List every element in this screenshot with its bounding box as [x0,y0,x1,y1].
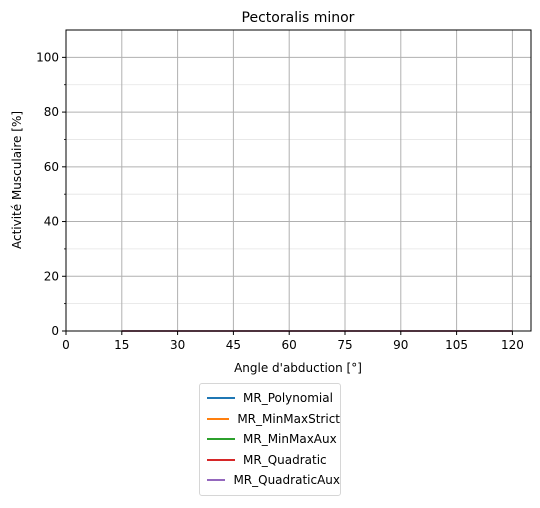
y-tick-label: 60 [44,160,59,174]
legend-swatch [207,479,226,482]
x-tick-label: 30 [170,338,185,352]
legend-label: MR_MinMaxAux [243,432,337,447]
chart-title: Pectoralis minor [242,10,355,26]
x-axis-label: Angle d'abduction [°] [234,361,362,375]
legend-swatch [207,397,235,400]
x-tick-label: 60 [282,338,297,352]
legend-label: MR_QuadraticAux [233,473,340,488]
x-tick-label: 0 [62,338,70,352]
y-axis-ticks: 0 20 40 60 80 100 [36,50,66,338]
y-tick-label: 20 [44,269,59,283]
x-axis-ticks: 0 15 30 45 60 75 90 105 120 [62,331,524,352]
legend-item: MR_Polynomial [207,388,340,409]
x-tick-label: 120 [501,338,524,352]
x-tick-label: 90 [393,338,408,352]
legend: MR_Polynomial MR_MinMaxStrict MR_MinMaxAux… [199,383,341,496]
legend-item: MR_QuadraticAux [207,470,340,491]
y-axis-label: Activité Musculaire [%] [10,111,24,249]
plot-frame [65,29,532,332]
legend-label: MR_Polynomial [243,391,333,406]
y-tick-label: 100 [36,50,59,64]
y-tick-label: 80 [44,105,59,119]
legend-item: MR_MinMaxAux [207,429,340,450]
legend-item: MR_Quadratic [207,450,340,471]
grid [65,30,531,331]
y-tick-label: 40 [44,215,59,229]
legend-swatch [207,458,235,461]
legend-swatch [207,438,235,441]
legend-item: MR_MinMaxStrict [207,409,340,430]
x-tick-label: 15 [114,338,129,352]
y-tick-label: 0 [51,324,59,338]
x-tick-label: 105 [445,338,468,352]
legend-swatch [207,417,230,420]
legend-label: MR_Quadratic [243,452,327,467]
x-tick-label: 45 [226,338,241,352]
legend-label: MR_MinMaxStrict [237,411,340,426]
x-tick-label: 75 [337,338,352,352]
